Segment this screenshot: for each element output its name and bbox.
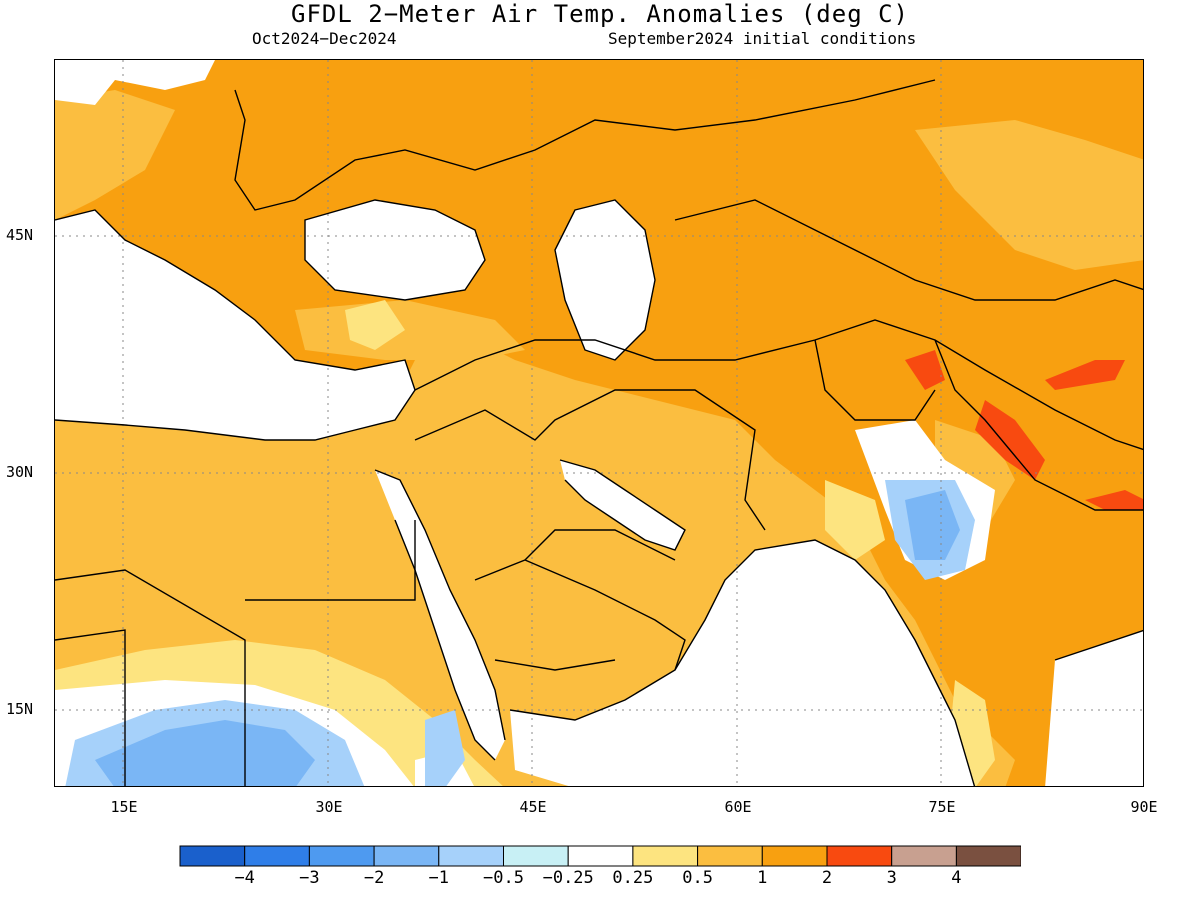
legend-swatch bbox=[503, 845, 569, 867]
initial-conditions: September2024 initial conditions bbox=[608, 29, 917, 48]
legend-swatch bbox=[438, 845, 504, 867]
lon-label-90e: 90E bbox=[1130, 798, 1158, 816]
color-legend bbox=[179, 845, 1022, 871]
lat-label-15n: 15N bbox=[6, 700, 34, 718]
coastlines-and-borders bbox=[55, 79, 1143, 786]
legend-tick-label: −1 bbox=[428, 868, 450, 888]
legend-swatch bbox=[955, 845, 1022, 867]
anomaly-map bbox=[54, 59, 1144, 787]
ocean-mask bbox=[55, 60, 1143, 786]
lon-label-60e: 60E bbox=[724, 798, 752, 816]
lon-label-75e: 75E bbox=[928, 798, 956, 816]
legend-tick-label: 3 bbox=[886, 868, 897, 888]
lon-label-30e: 30E bbox=[315, 798, 343, 816]
legend-swatch bbox=[891, 845, 957, 867]
legend-swatch bbox=[244, 845, 310, 867]
legend-tick-label: −2 bbox=[363, 868, 385, 888]
legend-swatch bbox=[632, 845, 699, 867]
legend-tick-label: −0.5 bbox=[483, 868, 524, 888]
legend-swatch bbox=[308, 845, 375, 867]
legend-swatch bbox=[179, 845, 246, 867]
legend-tick-label: 4 bbox=[951, 868, 962, 888]
legend-swatch bbox=[567, 845, 634, 867]
anomaly-field-hot-spots bbox=[905, 350, 1143, 510]
legend-tick-label: 2 bbox=[821, 868, 833, 888]
lon-label-15e: 15E bbox=[110, 798, 138, 816]
legend-tick-label: −3 bbox=[299, 868, 320, 888]
legend-swatch bbox=[697, 845, 763, 867]
legend-tick-label: 1 bbox=[757, 868, 768, 888]
legend-tick-label: −0.25 bbox=[542, 868, 594, 888]
anomaly-field-moderate-cool bbox=[95, 490, 960, 786]
lat-label-30n: 30N bbox=[6, 463, 34, 481]
forecast-period: Oct2024−Dec2024 bbox=[252, 29, 397, 48]
legend-swatch bbox=[826, 845, 893, 867]
legend-tick-label: −4 bbox=[234, 868, 255, 888]
lat-label-45n: 45N bbox=[6, 226, 34, 244]
legend-tick-label: 0.25 bbox=[612, 868, 654, 888]
graticule bbox=[55, 60, 1143, 786]
map-title: GFDL 2−Meter Air Temp. Anomalies (deg C) bbox=[291, 0, 909, 28]
legend-swatch bbox=[373, 845, 440, 867]
legend-tick-label: 0.5 bbox=[682, 868, 713, 888]
legend-swatch bbox=[761, 845, 828, 867]
lon-label-45e: 45E bbox=[519, 798, 547, 816]
